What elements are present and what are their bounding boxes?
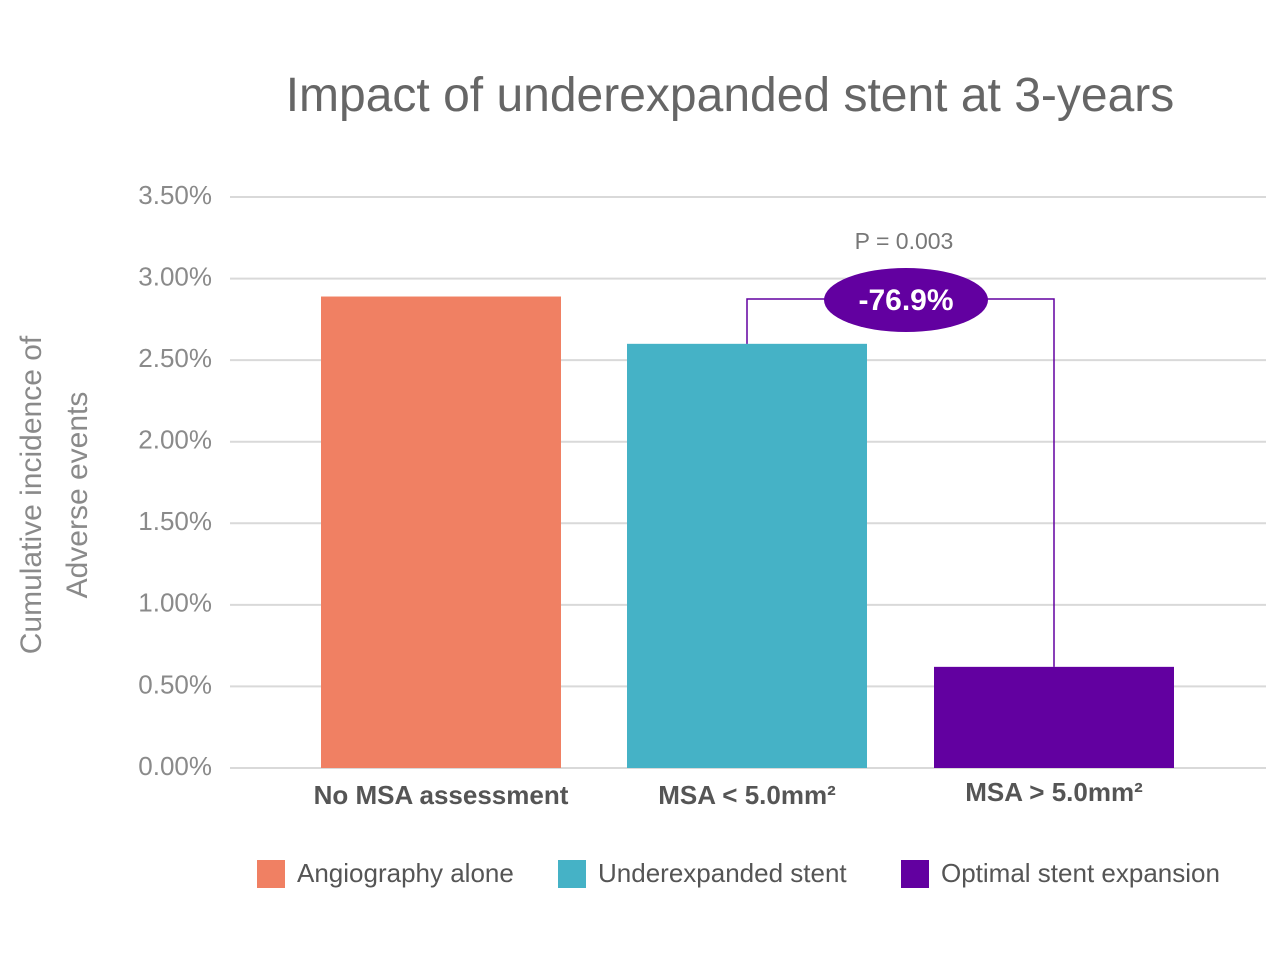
y-tick-label: 1.00% [138,588,212,618]
x-tick-label: MSA < 5.0mm² [658,780,836,810]
legend-label-underexpanded: Underexpanded stent [598,858,847,888]
legend-swatch-angiography [257,859,285,888]
x-tick-label: MSA > 5.0mm² [965,777,1143,807]
x-tick-label: No MSA assessment [314,780,569,810]
difference-badge [824,268,988,332]
y-tick-label: 0.00% [138,751,212,781]
chart-title: Impact of underexpanded stent at 3-years [285,69,1175,122]
legend-label-optimal: Optimal stent expansion [941,858,1220,888]
y-tick-label: 2.00% [138,425,212,455]
legend: Angiography alone Underexpanded stent Op… [0,858,1280,898]
y-tick-label: 1.50% [138,506,212,536]
legend-swatch-underexpanded [558,859,586,888]
legend-label-angiography: Angiography alone [297,858,514,888]
y-tick-label: 3.50% [138,180,212,210]
bar [934,666,1174,768]
difference-label: -76.9% [858,284,953,317]
legend-item-angiography: Angiography alone [257,858,514,889]
y-tick-label: 3.00% [138,261,212,291]
legend-item-optimal: Optimal stent expansion [901,858,1220,889]
legend-item-underexpanded: Underexpanded stent [558,858,847,889]
bar [627,343,867,768]
legend-swatch-optimal [901,859,929,888]
y-tick-label: 2.50% [138,343,212,373]
p-value-label: P = 0.003 [855,228,954,254]
y-tick-label: 0.50% [138,669,212,699]
bar [321,296,561,768]
